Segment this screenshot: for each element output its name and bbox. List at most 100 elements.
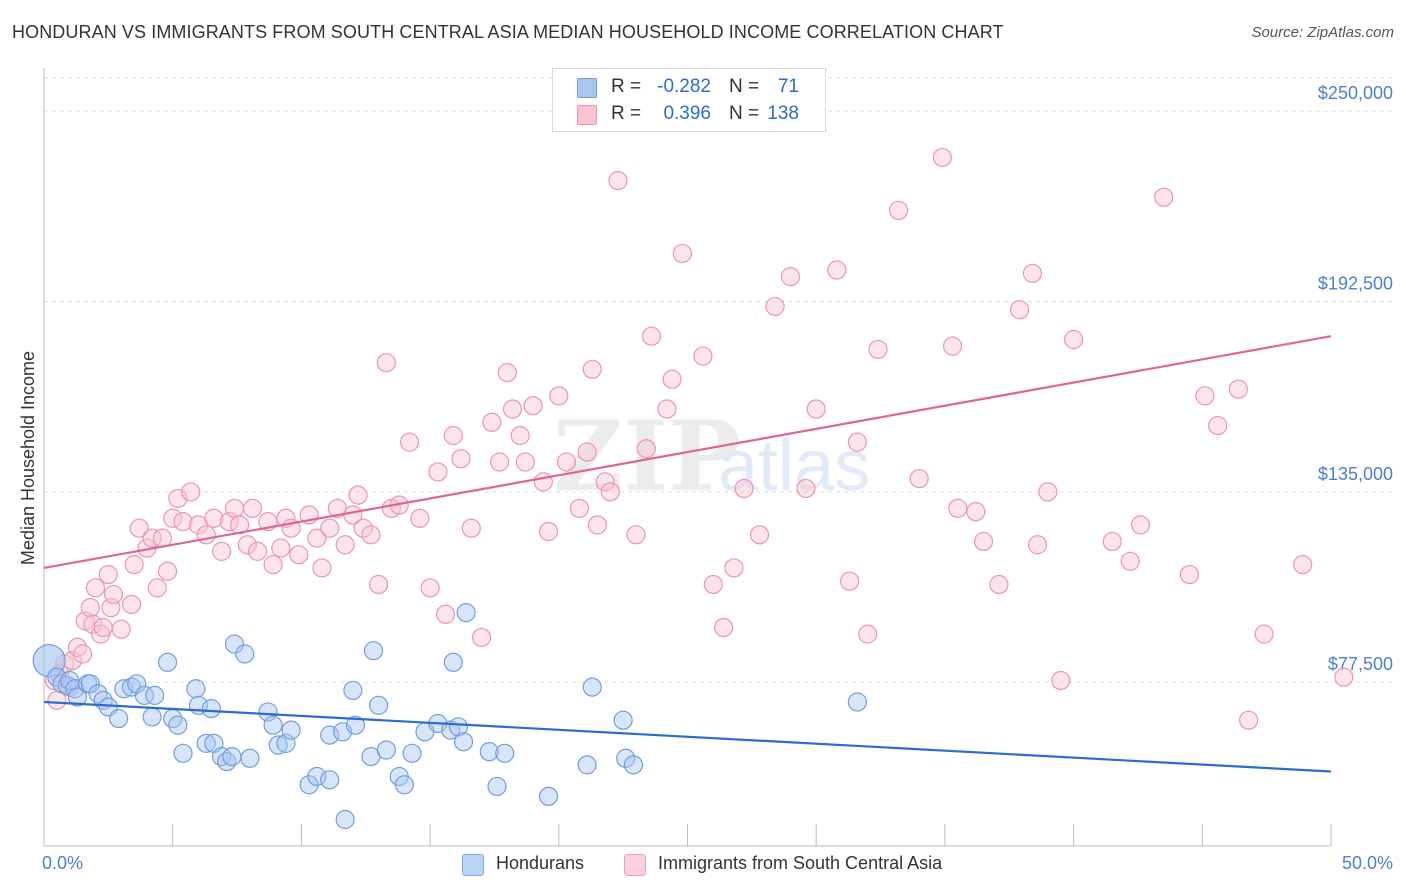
legend-swatch-immigrants: [577, 105, 597, 125]
point-immigrants: [98, 564, 118, 585]
point-immigrants: [1179, 564, 1200, 585]
point-immigrants: [515, 452, 535, 472]
point-hondurans: [168, 715, 188, 735]
point-hondurans: [196, 733, 216, 753]
point-hondurans: [281, 720, 301, 740]
point-hondurans: [127, 674, 147, 694]
point-immigrants: [556, 452, 577, 472]
point-hondurans: [623, 755, 644, 775]
correlation-legend: R = -0.282 N = 71 R = 0.396 N = 138: [552, 68, 826, 132]
point-immigrants: [1195, 386, 1215, 406]
point-immigrants: [796, 478, 816, 499]
point-immigrants: [538, 521, 559, 542]
bottom-legend-swatch-hondurans: [462, 854, 484, 876]
legend-r-value-immigrants: 0.396: [663, 103, 711, 124]
point-immigrants: [376, 353, 396, 373]
point-immigrants: [1051, 670, 1071, 691]
y-axis-title: Median Household Income: [18, 351, 38, 565]
point-immigrants: [307, 528, 327, 548]
point-immigrants: [289, 545, 309, 565]
point-hondurans: [145, 685, 165, 705]
point-immigrants: [163, 508, 183, 528]
point-immigrants: [428, 462, 448, 482]
point-hondurans: [67, 687, 88, 707]
point-immigrants: [734, 478, 754, 499]
point-immigrants: [626, 525, 646, 545]
point-hondurans: [487, 776, 507, 797]
point-hondurans: [577, 755, 597, 775]
point-immigrants: [577, 442, 597, 462]
point-immigrants: [868, 339, 888, 360]
point-hondurans: [201, 699, 221, 719]
y-tick-label: $192,500: [1318, 273, 1393, 293]
point-immigrants: [443, 425, 463, 446]
point-immigrants: [1239, 710, 1259, 730]
point-immigrants: [1022, 263, 1043, 283]
point-immigrants: [248, 541, 268, 561]
point-immigrants: [271, 538, 291, 558]
point-immigrants: [510, 425, 530, 446]
point-immigrants: [93, 617, 113, 638]
point-hondurans: [80, 674, 100, 694]
point-hondurans: [88, 684, 108, 704]
point-immigrants: [600, 482, 620, 502]
point-immigrants: [435, 604, 456, 624]
y-tick-label: $135,000: [1318, 464, 1393, 484]
point-immigrants: [608, 171, 628, 191]
point-immigrants: [237, 535, 257, 555]
point-immigrants: [989, 574, 1009, 595]
legend-r-label: R =: [611, 76, 642, 97]
bottom-legend-label-immigrants: Immigrants from South Central Asia: [658, 853, 943, 873]
point-hondurans: [369, 695, 389, 715]
point-immigrants: [1154, 187, 1174, 207]
point-immigrants: [147, 578, 167, 598]
point-immigrants: [948, 498, 968, 518]
point-hondurans: [847, 692, 867, 712]
point-immigrants: [451, 449, 471, 469]
legend-swatch-hondurans: [577, 78, 597, 98]
point-immigrants: [85, 578, 106, 598]
point-hondurans: [343, 680, 363, 701]
point-hondurans: [173, 743, 193, 763]
point-immigrants: [471, 627, 492, 648]
point-immigrants: [1038, 482, 1058, 502]
point-hondurans: [453, 732, 474, 752]
point-immigrants: [909, 468, 929, 489]
point-hondurans: [582, 677, 602, 697]
point-immigrants: [1063, 329, 1084, 350]
point-immigrants: [204, 508, 224, 528]
point-immigrants: [1102, 531, 1122, 552]
point-immigrants: [1009, 300, 1030, 320]
point-immigrants: [847, 432, 867, 452]
point-immigrants: [502, 399, 523, 419]
legend-r-value-hondurans: -0.282: [657, 76, 711, 97]
point-immigrants: [410, 508, 430, 528]
point-hondurans: [240, 748, 260, 768]
point-hondurans: [448, 717, 469, 737]
point-hondurans: [443, 652, 463, 672]
point-immigrants: [111, 619, 131, 639]
point-immigrants: [973, 531, 994, 552]
point-immigrants: [1334, 667, 1354, 687]
point-immigrants: [361, 525, 381, 545]
point-hondurans: [616, 748, 636, 768]
point-hondurans: [320, 770, 340, 790]
point-immigrants: [461, 518, 481, 538]
point-immigrants: [212, 541, 232, 561]
point-immigrants: [943, 336, 963, 356]
point-hondurans: [114, 679, 134, 699]
point-immigrants: [932, 147, 952, 168]
point-hondurans: [456, 603, 476, 623]
point-hondurans: [268, 735, 288, 755]
point-immigrants: [523, 396, 543, 416]
point-hondurans: [222, 747, 242, 767]
point-immigrants: [157, 561, 178, 581]
point-immigrants: [67, 637, 88, 657]
point-immigrants: [181, 482, 201, 502]
point-hondurans: [376, 740, 396, 760]
trend-line-hondurans: [43, 700, 1332, 773]
source-label: Source: ZipAtlas.com: [1251, 24, 1394, 41]
point-immigrants: [780, 267, 801, 287]
point-immigrants: [399, 432, 420, 452]
